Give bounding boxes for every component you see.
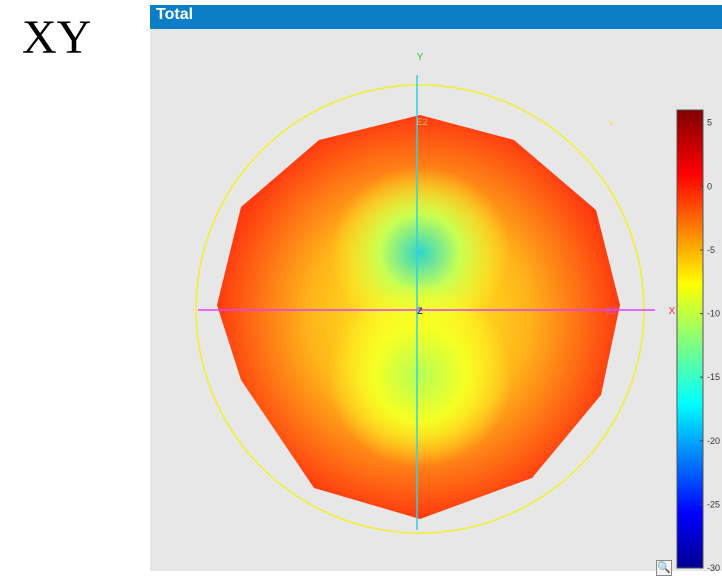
colorbar-ticks: 5 0 -5 -10 -15 -20 -25 -30 <box>700 118 720 571</box>
panel-title: Total <box>156 6 194 23</box>
marker-top: E2 <box>416 117 427 127</box>
pattern-bottom-lobe <box>328 283 512 467</box>
colorbar-tick-label: -20 <box>707 436 720 446</box>
z-axis-label: Z <box>417 306 423 316</box>
colorbar-tick-label: -30 <box>707 563 720 571</box>
colorbar-tick-label: 5 <box>707 118 712 128</box>
colorbar-tick-label: -5 <box>707 245 715 255</box>
colorbar-tick-label: -25 <box>707 499 720 509</box>
x-axis-label: X <box>669 306 676 317</box>
reference-circle <box>195 84 645 534</box>
marker-small: v <box>609 118 613 127</box>
radiation-pattern-plot: Y X Z E2 E2 v 5 0 -5 -10 -15 -20 -25 -30 <box>195 52 720 571</box>
panel-header: Total <box>150 5 722 29</box>
y-axis-label: Y <box>417 52 424 63</box>
colorbar-tick-label: -15 <box>707 372 720 382</box>
marker-right: E2 <box>606 306 617 316</box>
colorbar-tick-label: -10 <box>707 309 720 319</box>
colorbar-tick-label: 0 <box>707 181 712 191</box>
zoom-icon[interactable]: 🔍 <box>656 560 672 576</box>
plot-panel: Total <box>150 5 722 576</box>
colorbar <box>676 109 704 569</box>
plane-label: XY <box>22 11 92 64</box>
